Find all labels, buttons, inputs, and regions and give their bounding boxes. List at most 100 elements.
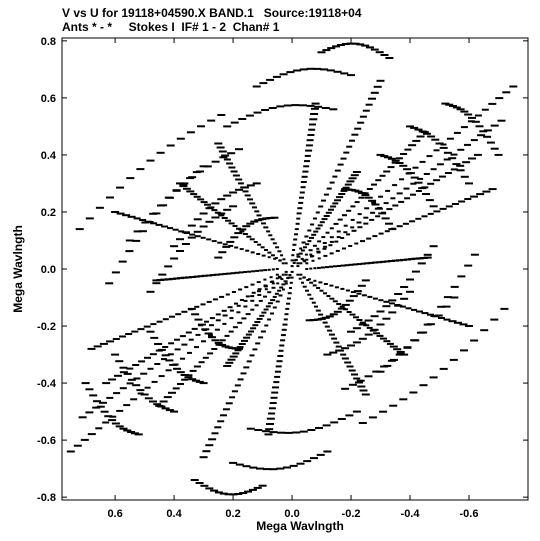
uv-point xyxy=(337,218,343,221)
uv-point xyxy=(300,181,307,183)
uv-point xyxy=(149,353,157,356)
uv-point xyxy=(327,329,333,332)
uv-point xyxy=(450,285,459,288)
uv-point xyxy=(340,353,347,356)
uv-point xyxy=(387,157,396,160)
uv-point xyxy=(100,410,109,413)
uv-point xyxy=(399,398,408,401)
uv-point xyxy=(460,349,468,352)
uv-point xyxy=(350,218,355,221)
uv-point xyxy=(470,139,478,142)
uv-point xyxy=(337,163,344,166)
uv-point xyxy=(169,315,175,318)
uv-point xyxy=(228,330,234,333)
uv-point xyxy=(251,270,256,273)
uv-point xyxy=(366,237,372,240)
uv-point xyxy=(111,271,120,274)
uv-point xyxy=(356,379,365,382)
uv-point xyxy=(249,466,258,469)
uv-point xyxy=(305,144,313,147)
uv-point xyxy=(115,425,124,428)
uv-point xyxy=(269,402,277,404)
uv-point xyxy=(229,493,238,496)
uv-point xyxy=(252,348,258,351)
uv-point xyxy=(388,228,397,231)
uv-point xyxy=(272,242,277,245)
uv-point xyxy=(336,303,342,305)
uv-point xyxy=(429,205,438,208)
uv-point xyxy=(205,207,214,210)
uv-point xyxy=(353,316,359,319)
uv-point xyxy=(383,364,392,367)
uv-point xyxy=(347,330,355,333)
y-tick-label: -0.8 xyxy=(37,492,56,504)
uv-point xyxy=(119,387,127,390)
uv-point xyxy=(302,276,306,279)
uv-point xyxy=(330,205,337,208)
uv-point xyxy=(219,492,228,495)
uv-point xyxy=(322,242,327,244)
uv-point xyxy=(303,460,312,463)
uv-point xyxy=(263,269,268,272)
uv-point xyxy=(271,282,275,285)
uv-point xyxy=(300,249,305,252)
uv-point xyxy=(346,365,354,368)
uv-point xyxy=(222,314,228,317)
uv-point xyxy=(164,278,173,281)
uv-point xyxy=(315,427,323,429)
uv-point xyxy=(126,177,135,180)
uv-point xyxy=(317,224,323,227)
uv-point xyxy=(157,405,166,408)
uv-point xyxy=(207,119,216,122)
uv-point xyxy=(214,256,223,259)
uv-point xyxy=(134,433,143,436)
uv-point xyxy=(150,336,159,339)
uv-point xyxy=(205,444,214,447)
uv-point xyxy=(114,374,122,377)
uv-point xyxy=(328,244,333,247)
uv-point xyxy=(245,333,252,336)
uv-point xyxy=(293,238,298,241)
uv-point xyxy=(305,289,309,292)
uv-point xyxy=(212,298,218,301)
uv-point xyxy=(152,212,161,215)
uv-point xyxy=(272,295,277,298)
uv-point xyxy=(166,144,175,147)
uv-point xyxy=(151,380,158,383)
uv-point xyxy=(245,114,254,117)
uv-point xyxy=(293,69,302,72)
uv-point xyxy=(352,341,361,344)
uv-point xyxy=(306,67,315,70)
uv-point xyxy=(415,217,422,220)
uv-point xyxy=(340,72,349,75)
uv-point xyxy=(123,372,132,375)
uv-point xyxy=(342,186,350,189)
uv-point xyxy=(286,277,290,280)
uv-point xyxy=(197,198,205,201)
uv-point xyxy=(239,299,244,301)
uv-point xyxy=(271,391,279,394)
uv-point xyxy=(340,264,346,267)
uv-point xyxy=(334,240,339,243)
uv-point xyxy=(464,264,473,267)
uv-point xyxy=(234,232,243,235)
uv-point xyxy=(278,259,282,262)
uv-point xyxy=(449,105,457,107)
uv-point xyxy=(372,370,381,373)
uv-point xyxy=(331,337,338,340)
uv-point xyxy=(264,249,268,251)
uv-point xyxy=(410,339,419,342)
uv-point xyxy=(187,307,196,310)
uv-point xyxy=(477,134,486,137)
uv-point xyxy=(457,275,466,278)
uv-point xyxy=(488,102,497,105)
uv-point xyxy=(376,334,384,337)
uv-point xyxy=(298,252,303,255)
uv-point xyxy=(260,246,265,249)
uv-point xyxy=(250,251,255,254)
uv-point xyxy=(270,238,275,241)
uv-point xyxy=(252,324,259,327)
uv-point xyxy=(228,222,235,225)
uv-point xyxy=(323,245,328,248)
uv-point xyxy=(403,168,412,171)
